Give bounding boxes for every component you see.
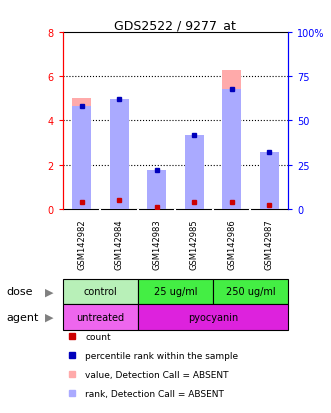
Text: GSM142982: GSM142982 (77, 219, 86, 269)
Bar (110, 100, 128, 209)
Text: 25 ug/ml: 25 ug/ml (154, 287, 197, 297)
Bar (185, 135, 204, 209)
Text: GSM142985: GSM142985 (190, 219, 199, 269)
Text: ▶: ▶ (45, 287, 54, 297)
Bar (222, 71, 241, 209)
Text: rank, Detection Call = ABSENT: rank, Detection Call = ABSENT (85, 389, 224, 398)
Text: value, Detection Call = ABSENT: value, Detection Call = ABSENT (85, 370, 229, 379)
Text: control: control (83, 287, 117, 297)
Bar (222, 90, 241, 209)
Bar (147, 193, 166, 209)
Text: GSM142987: GSM142987 (265, 219, 274, 269)
Bar (185, 154, 204, 209)
Text: GSM142983: GSM142983 (152, 219, 161, 269)
Bar (147, 171, 166, 209)
Bar (260, 153, 279, 209)
Bar (72, 99, 91, 209)
Bar (63, 304, 138, 330)
Title: GDS2522 / 9277_at: GDS2522 / 9277_at (115, 19, 236, 32)
Text: dose: dose (7, 287, 33, 297)
Text: 250 ug/ml: 250 ug/ml (226, 287, 275, 297)
Bar (72, 107, 91, 209)
Bar (260, 163, 279, 209)
Text: percentile rank within the sample: percentile rank within the sample (85, 351, 239, 360)
Bar (63, 279, 138, 304)
Text: count: count (85, 332, 111, 341)
Text: GSM142984: GSM142984 (115, 219, 124, 269)
Text: ▶: ▶ (45, 312, 54, 322)
Text: pyocyanin: pyocyanin (188, 312, 238, 322)
Text: GSM142986: GSM142986 (227, 219, 236, 269)
Bar (110, 110, 128, 209)
Bar (138, 304, 288, 330)
Bar (138, 279, 213, 304)
Bar (213, 279, 288, 304)
Text: agent: agent (7, 312, 39, 322)
Text: untreated: untreated (76, 312, 124, 322)
